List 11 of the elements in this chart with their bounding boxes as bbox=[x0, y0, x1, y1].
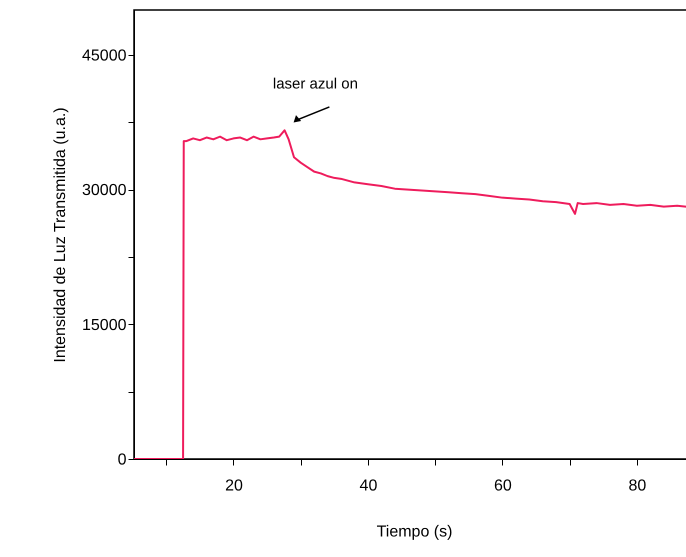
x-tick-label: 40 bbox=[360, 478, 378, 494]
annotation: laser azul on bbox=[272, 75, 358, 92]
x-tick-label: 20 bbox=[225, 478, 243, 494]
y-axis-title: Intensidad de Luz Transmitida (u.a.) bbox=[52, 107, 70, 363]
x-axis-title: Tiempo (s) bbox=[376, 524, 452, 540]
x-tick-label: 80 bbox=[628, 478, 646, 494]
y-tick-label: 30000 bbox=[82, 182, 127, 200]
y-tick-label: 45000 bbox=[82, 47, 127, 64]
y-tick-label: 15000 bbox=[82, 316, 127, 334]
x-tick-label: 60 bbox=[494, 478, 512, 494]
y-tick-label: 0 bbox=[118, 452, 127, 468]
